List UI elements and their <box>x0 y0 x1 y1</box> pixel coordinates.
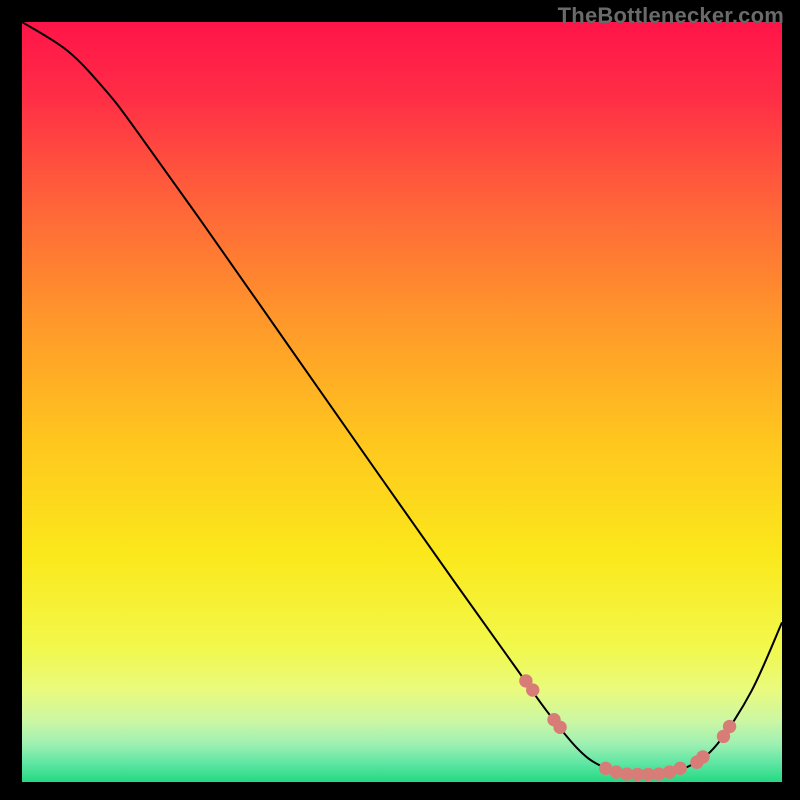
bottleneck-curve-chart <box>22 22 782 782</box>
watermark-label: TheBottlenecker.com <box>558 3 784 29</box>
highlight-marker <box>723 720 735 732</box>
highlight-marker <box>554 721 566 733</box>
highlight-marker <box>674 762 686 774</box>
highlight-marker <box>527 684 539 696</box>
gradient-background <box>22 22 782 782</box>
highlight-marker <box>697 751 709 763</box>
